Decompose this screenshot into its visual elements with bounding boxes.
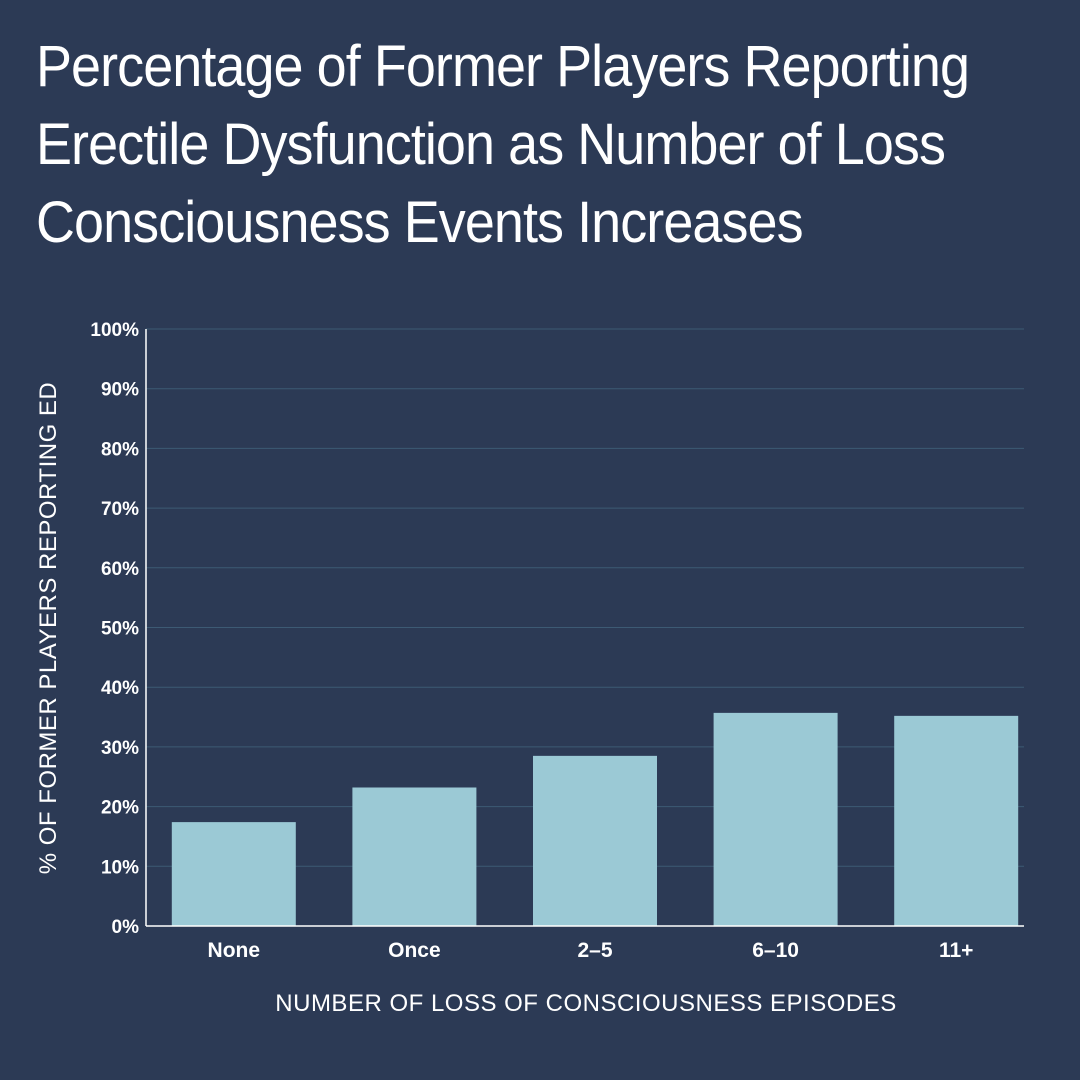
bar xyxy=(171,822,296,926)
x-axis-label: NUMBER OF LOSS OF CONSCIOUSNESS EPISODES xyxy=(275,990,897,1017)
x-tick-label: Once xyxy=(388,939,441,962)
y-tick-label: 70% xyxy=(101,499,139,520)
y-tick-label: 90% xyxy=(101,380,139,401)
chart-title-line-3: Consciousness Events Increases xyxy=(36,190,804,255)
y-tick-label: 60% xyxy=(101,559,139,580)
y-axis-label: % OF FORMER PLAYERS REPORTING ED xyxy=(35,381,62,875)
y-tick-label: 40% xyxy=(101,678,139,699)
bar xyxy=(352,787,477,926)
y-tick-label: 30% xyxy=(101,738,139,759)
bar xyxy=(894,715,1019,926)
chart-title-line-1: Percentage of Former Players Reporting xyxy=(36,34,970,99)
chart-title: Percentage of Former Players Reporting E… xyxy=(36,28,975,262)
bar xyxy=(713,712,838,926)
y-tick-label: 20% xyxy=(101,798,139,819)
x-tick-label: 2–5 xyxy=(577,939,612,962)
y-tick-label: 100% xyxy=(90,320,139,341)
x-tick-label: None xyxy=(208,939,261,962)
x-tick-label: 6–10 xyxy=(752,939,799,962)
y-tick-label: 0% xyxy=(112,917,140,938)
chart-title-line-2: Erectile Dysfunction as Number of Loss xyxy=(36,112,946,177)
y-tick-label: 10% xyxy=(101,857,139,878)
y-tick-label: 80% xyxy=(101,439,139,460)
x-tick-label: 11+ xyxy=(939,939,973,962)
y-tick-label: 50% xyxy=(101,619,139,640)
bar xyxy=(533,755,657,926)
